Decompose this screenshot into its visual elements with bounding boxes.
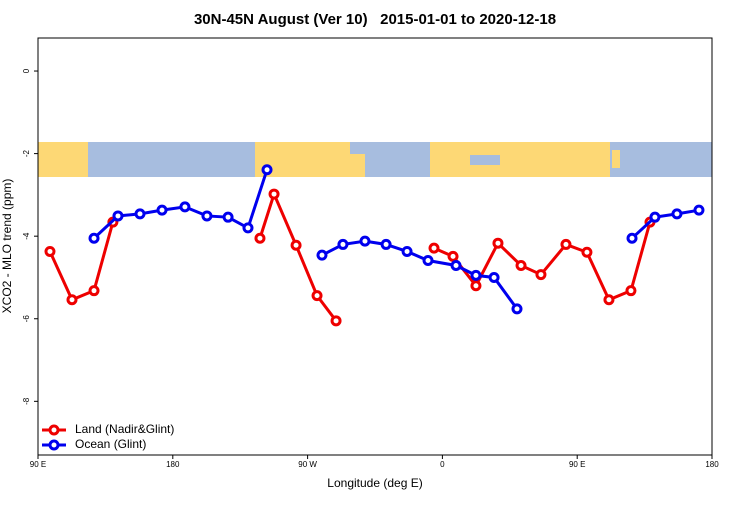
point — [470, 269, 482, 281]
point — [359, 235, 371, 247]
point — [581, 246, 593, 258]
series-line — [433, 221, 652, 302]
x-tick-label: 90 W — [298, 460, 317, 469]
point — [134, 208, 146, 220]
y-tick-label: -2 — [22, 150, 31, 158]
point — [488, 271, 500, 283]
point — [693, 204, 705, 216]
x-tick-label: 180 — [166, 460, 180, 469]
point — [268, 188, 280, 200]
legend-label: Land (Nadir&Glint) — [75, 422, 174, 436]
point — [447, 250, 459, 262]
point — [156, 204, 168, 216]
legend-label: Ocean (Glint) — [75, 437, 146, 451]
point — [261, 164, 273, 176]
x-axis-label: Longitude (deg E) — [327, 476, 422, 490]
point — [492, 237, 504, 249]
point — [515, 259, 527, 271]
x-tick-label: 0 — [440, 460, 445, 469]
point — [401, 245, 413, 257]
point — [428, 242, 440, 254]
point — [330, 315, 342, 327]
point — [66, 294, 78, 306]
point — [311, 290, 323, 302]
point — [470, 280, 482, 292]
series-line — [321, 239, 519, 310]
y-axis-label: XCO2 - MLO trend (ppm) — [0, 179, 14, 314]
point — [290, 239, 302, 251]
series-line — [48, 221, 115, 302]
point — [316, 249, 328, 261]
series-line — [631, 208, 700, 240]
legend-marker — [48, 439, 60, 451]
point — [44, 245, 56, 257]
point — [88, 285, 100, 297]
point — [450, 259, 462, 271]
point — [337, 238, 349, 250]
point — [649, 211, 661, 223]
point — [671, 208, 683, 220]
y-tick-label: 0 — [22, 68, 31, 73]
map-band — [38, 142, 712, 177]
point — [603, 294, 615, 306]
point — [242, 222, 254, 234]
y-tick-label: -4 — [22, 232, 31, 240]
point — [380, 238, 392, 250]
point — [201, 210, 213, 222]
point — [88, 232, 100, 244]
legend-marker — [48, 424, 60, 436]
point — [112, 210, 124, 222]
y-tick-label: -8 — [22, 397, 31, 405]
x-tick-label: 90 E — [30, 460, 46, 469]
x-tick-label: 90 E — [569, 460, 585, 469]
point — [511, 303, 523, 315]
x-tick-label: 180 — [705, 460, 719, 469]
point — [422, 255, 434, 267]
point — [222, 211, 234, 223]
plot-frame — [37, 37, 713, 456]
point — [535, 269, 547, 281]
y-tick-label: -6 — [22, 315, 31, 323]
point — [560, 238, 572, 250]
chart-title: 30N-45N August (Ver 10) 2015-01-01 to 20… — [194, 11, 556, 28]
point — [625, 285, 637, 297]
point — [626, 232, 638, 244]
point — [254, 232, 266, 244]
point — [179, 201, 191, 213]
